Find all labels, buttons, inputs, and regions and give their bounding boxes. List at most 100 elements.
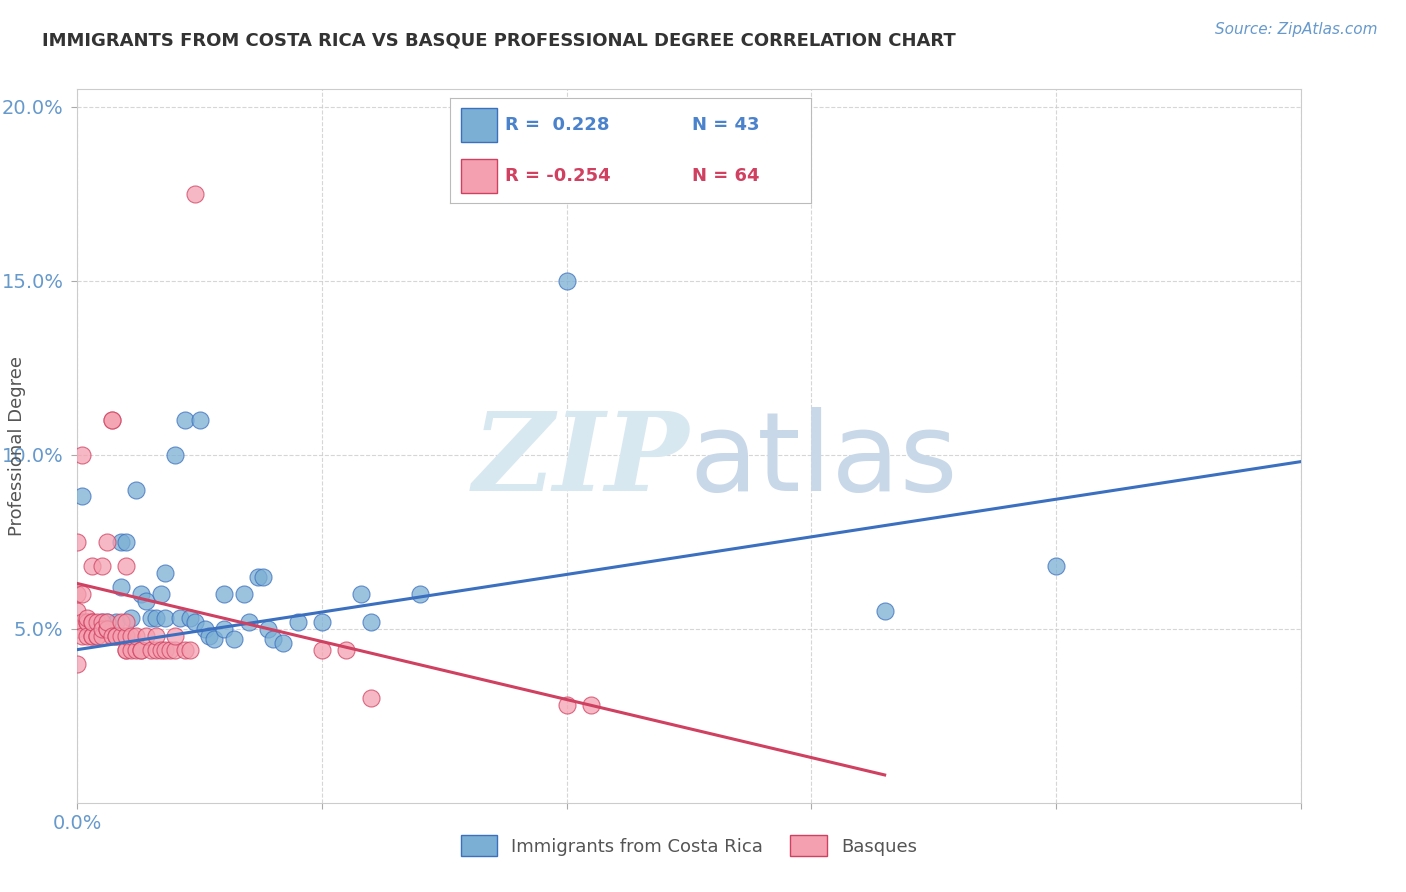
Point bbox=[110, 615, 132, 629]
Text: atlas: atlas bbox=[689, 407, 957, 514]
Point bbox=[271, 635, 294, 649]
Point bbox=[76, 615, 98, 629]
Point bbox=[125, 642, 148, 657]
Point bbox=[80, 629, 103, 643]
Point bbox=[120, 642, 142, 657]
Point bbox=[252, 569, 274, 583]
Point bbox=[135, 594, 157, 608]
Point bbox=[179, 642, 201, 657]
Point bbox=[96, 615, 118, 629]
Point bbox=[873, 604, 896, 618]
Point bbox=[155, 611, 177, 625]
Point bbox=[80, 629, 103, 643]
Point bbox=[159, 642, 181, 657]
Point bbox=[1045, 559, 1067, 574]
Point bbox=[179, 611, 201, 625]
Point bbox=[80, 615, 103, 629]
Point bbox=[90, 615, 112, 629]
Point bbox=[193, 622, 215, 636]
Point bbox=[198, 629, 221, 643]
Point bbox=[232, 587, 254, 601]
Point bbox=[409, 587, 432, 601]
Point bbox=[115, 534, 138, 549]
Point bbox=[149, 587, 172, 601]
Point bbox=[257, 622, 280, 636]
Point bbox=[555, 698, 578, 713]
Point bbox=[125, 629, 148, 643]
Point bbox=[115, 559, 138, 574]
Point bbox=[70, 615, 93, 629]
Point bbox=[76, 615, 98, 629]
Point bbox=[155, 642, 177, 657]
Point bbox=[311, 615, 333, 629]
Point bbox=[66, 657, 89, 671]
Point bbox=[66, 604, 89, 618]
Point bbox=[120, 629, 142, 643]
Point bbox=[110, 534, 132, 549]
Point bbox=[66, 622, 89, 636]
Point bbox=[311, 642, 333, 657]
Point bbox=[100, 413, 122, 427]
Point bbox=[90, 559, 112, 574]
Point bbox=[202, 632, 225, 647]
Point bbox=[579, 698, 602, 713]
Point bbox=[350, 587, 373, 601]
Point bbox=[105, 629, 128, 643]
Point bbox=[90, 629, 112, 643]
Point bbox=[212, 622, 235, 636]
Point bbox=[222, 632, 245, 647]
Point bbox=[100, 413, 122, 427]
Text: Professional Degree: Professional Degree bbox=[8, 356, 25, 536]
Point bbox=[145, 611, 167, 625]
Point bbox=[70, 587, 93, 601]
Point bbox=[70, 448, 93, 462]
Point bbox=[96, 622, 118, 636]
Point bbox=[212, 587, 235, 601]
Point bbox=[70, 629, 93, 643]
Point bbox=[262, 632, 284, 647]
Point bbox=[115, 629, 138, 643]
Point bbox=[115, 615, 138, 629]
Point bbox=[188, 413, 211, 427]
Point bbox=[105, 615, 128, 629]
Point bbox=[96, 615, 118, 629]
Point bbox=[174, 642, 197, 657]
Point bbox=[76, 629, 98, 643]
Point bbox=[66, 534, 89, 549]
Point bbox=[110, 629, 132, 643]
Point bbox=[174, 413, 197, 427]
Point bbox=[76, 611, 98, 625]
Point bbox=[139, 642, 162, 657]
Point bbox=[90, 622, 112, 636]
Point bbox=[184, 186, 207, 201]
Point bbox=[247, 569, 270, 583]
Point bbox=[96, 622, 118, 636]
Point bbox=[184, 615, 207, 629]
Point bbox=[555, 274, 578, 288]
Text: 0.0%: 0.0% bbox=[52, 814, 103, 833]
Text: Source: ZipAtlas.com: Source: ZipAtlas.com bbox=[1215, 22, 1378, 37]
Point bbox=[80, 559, 103, 574]
Point bbox=[149, 642, 172, 657]
Point bbox=[129, 642, 152, 657]
Point bbox=[145, 642, 167, 657]
Point bbox=[165, 629, 187, 643]
Point bbox=[66, 587, 89, 601]
Point bbox=[125, 483, 148, 497]
Point bbox=[100, 629, 122, 643]
Point bbox=[238, 615, 260, 629]
Point bbox=[360, 615, 382, 629]
Point bbox=[80, 615, 103, 629]
Point bbox=[287, 615, 309, 629]
Point bbox=[120, 611, 142, 625]
Point bbox=[105, 629, 128, 643]
Point bbox=[129, 587, 152, 601]
Point bbox=[165, 642, 187, 657]
Point bbox=[155, 566, 177, 580]
Point bbox=[335, 642, 357, 657]
Point bbox=[110, 580, 132, 594]
Point bbox=[165, 448, 187, 462]
Point bbox=[96, 534, 118, 549]
Text: ZIP: ZIP bbox=[472, 407, 689, 514]
Point bbox=[145, 629, 167, 643]
